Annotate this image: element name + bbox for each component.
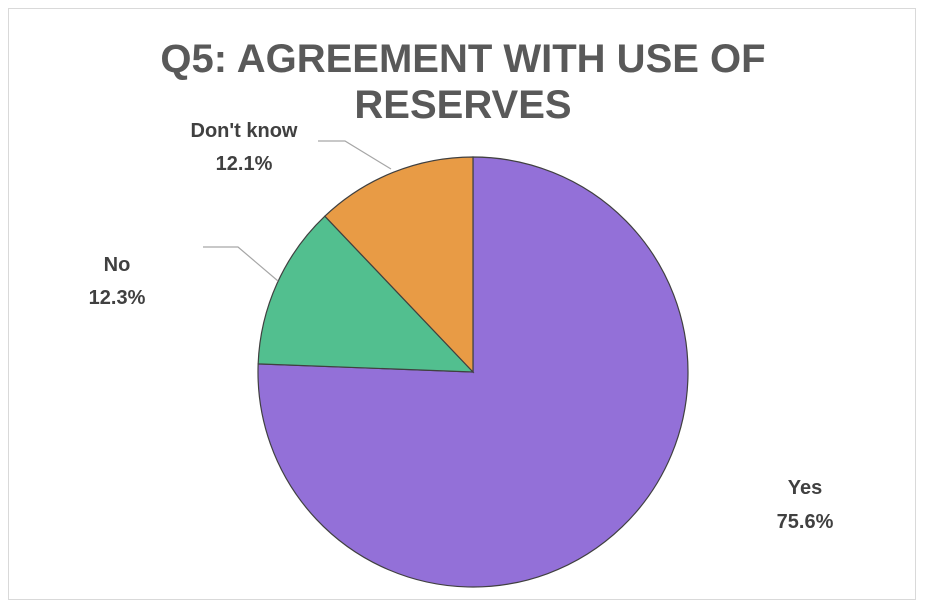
data-label-percent: 75.6% bbox=[777, 511, 834, 533]
pie-slice-no bbox=[257, 215, 475, 373]
data-label-category: Yes bbox=[788, 477, 822, 499]
chart-title-line-2: RESERVES bbox=[354, 83, 571, 127]
chart-title-line-1: Q5: AGREEMENT WITH USE OF bbox=[160, 37, 765, 81]
data-label-category: No bbox=[104, 254, 131, 276]
leader-line-don-t-know bbox=[318, 140, 392, 170]
data-label-percent: 12.1% bbox=[216, 153, 273, 175]
data-label-percent: 12.3% bbox=[89, 287, 146, 309]
leader-line-no bbox=[203, 246, 279, 282]
data-labels: Yes 75.6% No 12.3% Don't know 12.1% bbox=[89, 120, 834, 533]
leader-lines bbox=[203, 140, 392, 282]
pie-slice-don-t-know bbox=[323, 156, 474, 374]
data-label-category: Don't know bbox=[191, 120, 298, 142]
pie-slices bbox=[257, 156, 689, 588]
